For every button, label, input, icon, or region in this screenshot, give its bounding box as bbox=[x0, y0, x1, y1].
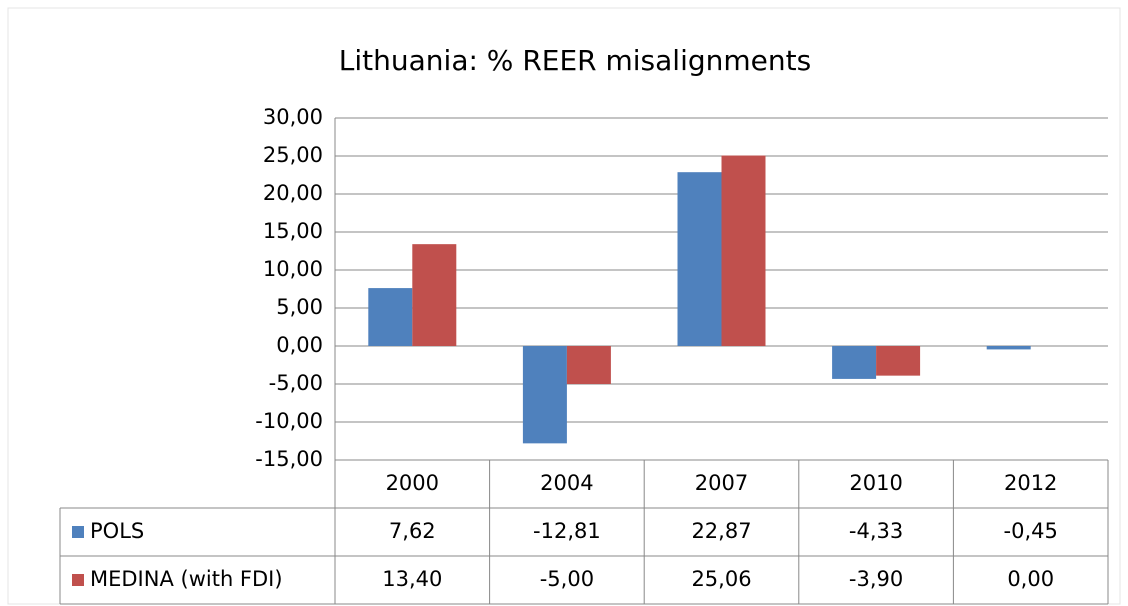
y-tick-label: 30,00 bbox=[263, 105, 323, 129]
bar bbox=[876, 346, 921, 376]
chart-frame bbox=[7, 7, 1121, 605]
bar bbox=[677, 172, 722, 346]
bar bbox=[721, 155, 766, 346]
bar bbox=[832, 346, 877, 379]
y-tick-label: 0,00 bbox=[276, 333, 323, 357]
table-value: -3,90 bbox=[849, 567, 903, 591]
category-label: 2004 bbox=[540, 471, 593, 495]
bar bbox=[412, 244, 457, 346]
chart-title: Lithuania: % REER misalignments bbox=[339, 44, 811, 77]
table-value: -4,33 bbox=[849, 519, 903, 543]
bar bbox=[566, 346, 611, 384]
table-value: 0,00 bbox=[1007, 567, 1054, 591]
table-value: -0,45 bbox=[1004, 519, 1058, 543]
category-label: 2007 bbox=[695, 471, 748, 495]
legend-swatch bbox=[72, 526, 84, 538]
category-label: 2010 bbox=[849, 471, 902, 495]
y-tick-label: -5,00 bbox=[269, 371, 323, 395]
category-label: 2000 bbox=[386, 471, 439, 495]
legend-swatch bbox=[72, 574, 84, 586]
y-tick-label: -10,00 bbox=[255, 409, 323, 433]
table-value: 13,40 bbox=[382, 567, 442, 591]
y-tick-label: 20,00 bbox=[263, 181, 323, 205]
bar bbox=[986, 346, 1031, 350]
y-tick-label: 25,00 bbox=[263, 143, 323, 167]
y-tick-label: 10,00 bbox=[263, 257, 323, 281]
y-tick-label: 15,00 bbox=[263, 219, 323, 243]
table-value: 25,06 bbox=[691, 567, 751, 591]
legend-label: MEDINA (with FDI) bbox=[90, 567, 283, 591]
category-label: 2012 bbox=[1004, 471, 1057, 495]
table-value: 22,87 bbox=[691, 519, 751, 543]
table-value: -12,81 bbox=[533, 519, 601, 543]
y-tick-label: 5,00 bbox=[276, 295, 323, 319]
bar bbox=[368, 288, 413, 346]
table-value: -5,00 bbox=[540, 567, 594, 591]
table-value: 7,62 bbox=[389, 519, 436, 543]
y-tick-label: -15,00 bbox=[255, 447, 323, 471]
legend-label: POLS bbox=[90, 519, 144, 543]
bar bbox=[522, 346, 567, 444]
